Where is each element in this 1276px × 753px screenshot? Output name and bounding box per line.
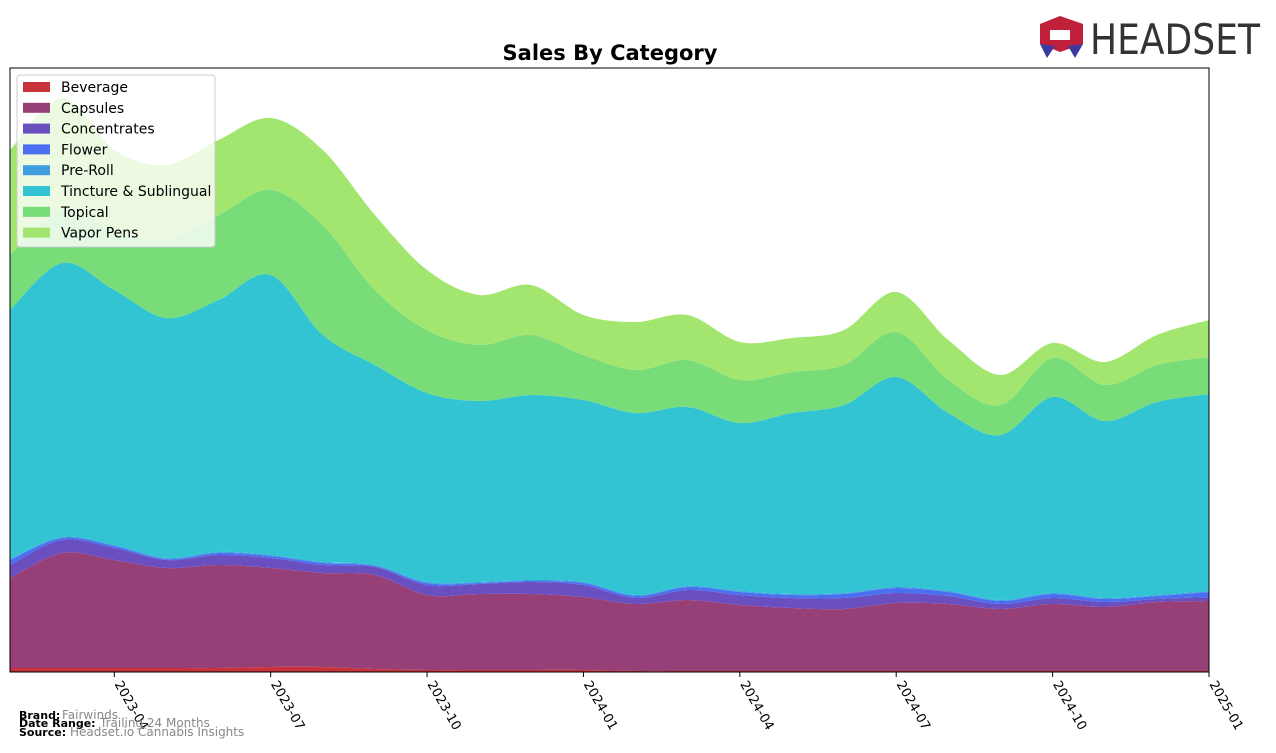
legend-swatch — [23, 123, 50, 134]
legend-swatch — [23, 186, 50, 196]
legend-swatch — [23, 165, 50, 176]
footer-value: Headset.io Cannabis Insights — [70, 725, 244, 739]
x-tick-label: 2023-07 — [267, 679, 307, 734]
area — [10, 539, 1209, 610]
legend-label: Concentrates — [61, 122, 155, 138]
x-tick-label: 2023-10 — [424, 679, 464, 734]
area — [10, 537, 1209, 605]
legend-label: Vapor Pens — [61, 226, 138, 242]
logo-mark-foot — [1040, 44, 1055, 58]
legend-label: Capsules — [61, 101, 124, 117]
area — [10, 189, 1209, 436]
plot-frame — [9, 67, 1210, 673]
legend: Beverage Capsules Concentrates Flower Pre-Ro… — [16, 74, 216, 248]
footer-label: Source: — [19, 726, 66, 739]
legend-swatch — [23, 144, 50, 155]
legend-label: Flower — [61, 142, 108, 158]
plot-area — [10, 98, 1209, 672]
legend-swatch — [23, 82, 50, 92]
area — [10, 262, 1209, 601]
x-tick-label: 2024-01 — [580, 679, 620, 734]
logo-mark-inner — [1050, 30, 1070, 40]
legend-label: Topical — [60, 205, 109, 221]
legend-box — [16, 74, 216, 248]
legend-label: Pre-Roll — [61, 163, 114, 179]
area — [10, 98, 1209, 406]
footer-value: Fairwinds — [62, 708, 118, 722]
legend-label: Tincture & Sublingual — [60, 184, 211, 200]
footer-label: Brand: — [19, 709, 60, 722]
area — [10, 552, 1209, 672]
legend-swatch — [23, 206, 50, 217]
chart-title: Sales By Category — [503, 41, 718, 65]
logo-mark-foot — [1068, 44, 1083, 58]
area — [10, 666, 1209, 672]
logo: HEADSET — [1040, 15, 1260, 64]
x-tick-label: 2025-01 — [1206, 679, 1246, 734]
x-tick-label: 2024-07 — [893, 679, 933, 734]
legend-swatch — [23, 102, 50, 113]
x-axis: 2023-04 2023-07 2023-10 2024-01 2024-04 2024-… — [111, 672, 1246, 733]
legend-swatch — [23, 227, 50, 238]
x-tick-label: 2024-04 — [736, 679, 776, 734]
footer: Brand: Fairwinds Date Range: Trailing 24… — [19, 708, 244, 739]
footer-value: Trailing 24 Months — [99, 716, 210, 730]
x-tick-label: 2024-10 — [1049, 679, 1089, 734]
footer-label: Date Range: — [19, 717, 96, 730]
legend-label: Beverage — [61, 80, 128, 96]
logo-text: HEADSET — [1090, 15, 1260, 64]
